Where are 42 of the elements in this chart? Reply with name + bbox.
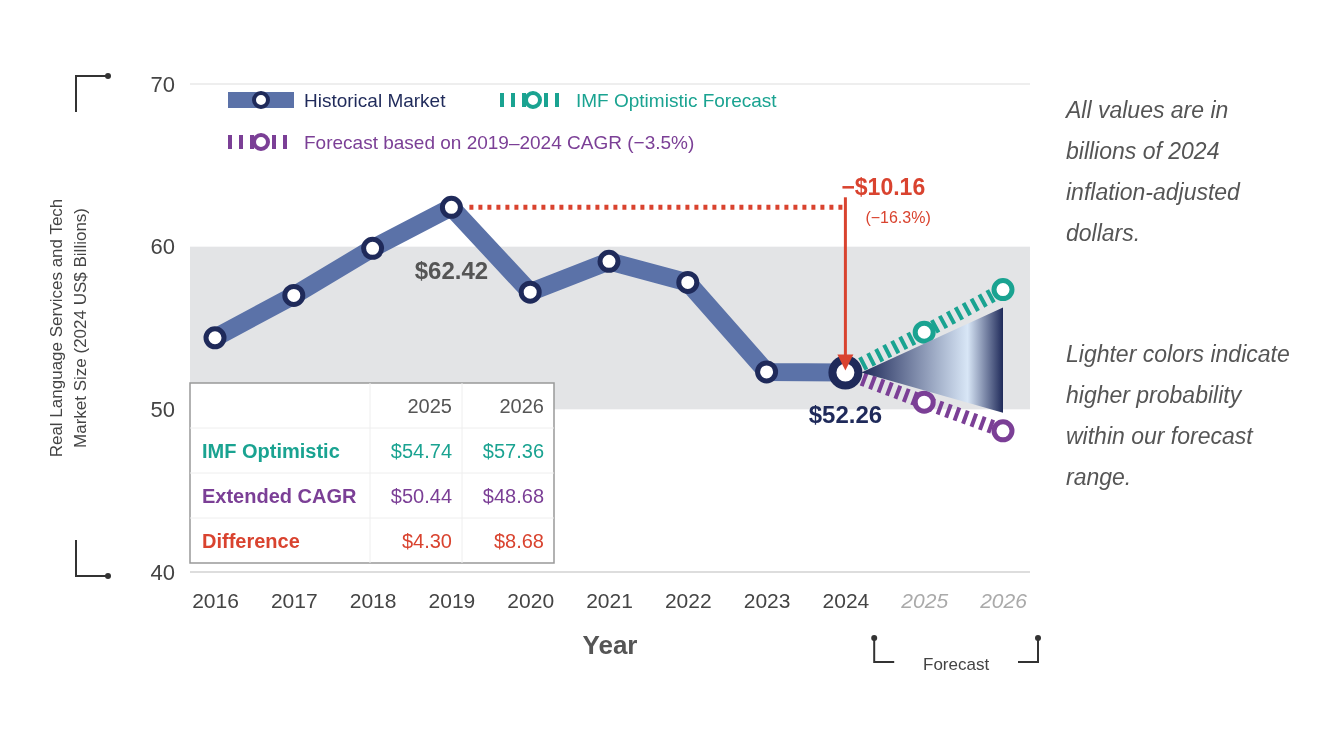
annotation: $4.30: [401, 530, 452, 552]
x-tick-label: 2016: [192, 588, 239, 612]
point: [912, 390, 936, 414]
x-tick-label: 2019: [428, 588, 476, 612]
annotation: $54.74: [390, 440, 452, 462]
annotation: IMF Optimistic: [202, 440, 340, 462]
x-axis-title: Year: [582, 630, 638, 660]
data-label: $62.42: [414, 257, 489, 285]
text: All values are in billions of 2024 inflation-adjusted dollars.: [1064, 97, 1242, 246]
x-tick-label: 2022: [664, 588, 712, 612]
annotation: 2026: [499, 395, 544, 417]
legend-label: IMF Optimistic Forecast: [576, 90, 778, 111]
x-tick-label: 2025: [900, 588, 949, 612]
x-tick-label: 2020: [507, 588, 555, 612]
y-tick-label: 40: [150, 559, 175, 585]
point: [912, 320, 936, 344]
x-tick-label: 2023: [743, 588, 791, 612]
legend-label: Historical Market: [304, 90, 447, 111]
x-tick-label: 2021: [586, 588, 633, 612]
annotation: $48.68: [482, 485, 544, 507]
annotation: $8.68: [493, 530, 544, 552]
annotation: −$10.16: [841, 174, 926, 201]
y-axis-title: Real Language Services and Tech Market Size (2024 US$ Billions): [47, 198, 90, 458]
text: Forecast: [923, 655, 990, 674]
legend-label: Forecast based on 2019–2024 CAGR (−3.5%): [304, 132, 695, 153]
point: [991, 419, 1015, 443]
annotation: 2025: [407, 395, 452, 417]
annotation: $50.44: [390, 485, 452, 507]
x-tick-label: 2017: [270, 588, 318, 612]
data-label: $52.26: [808, 400, 883, 428]
y-tick-label: 50: [150, 396, 175, 422]
y-tick-label: 70: [150, 71, 175, 97]
point: [991, 278, 1015, 302]
annotation: Extended CAGR: [202, 485, 358, 507]
x-tick-label: 2026: [979, 588, 1028, 612]
x-tick-label: 2024: [822, 588, 870, 612]
annotation: $57.36: [482, 440, 544, 462]
annotation: Difference: [202, 530, 300, 552]
text: Lighter colors indicate higher probability within our forecast range.: [1066, 341, 1290, 490]
annotation: (−16.3%): [865, 209, 931, 227]
y-tick-label: 60: [150, 234, 175, 260]
x-tick-label: 2018: [349, 588, 397, 612]
